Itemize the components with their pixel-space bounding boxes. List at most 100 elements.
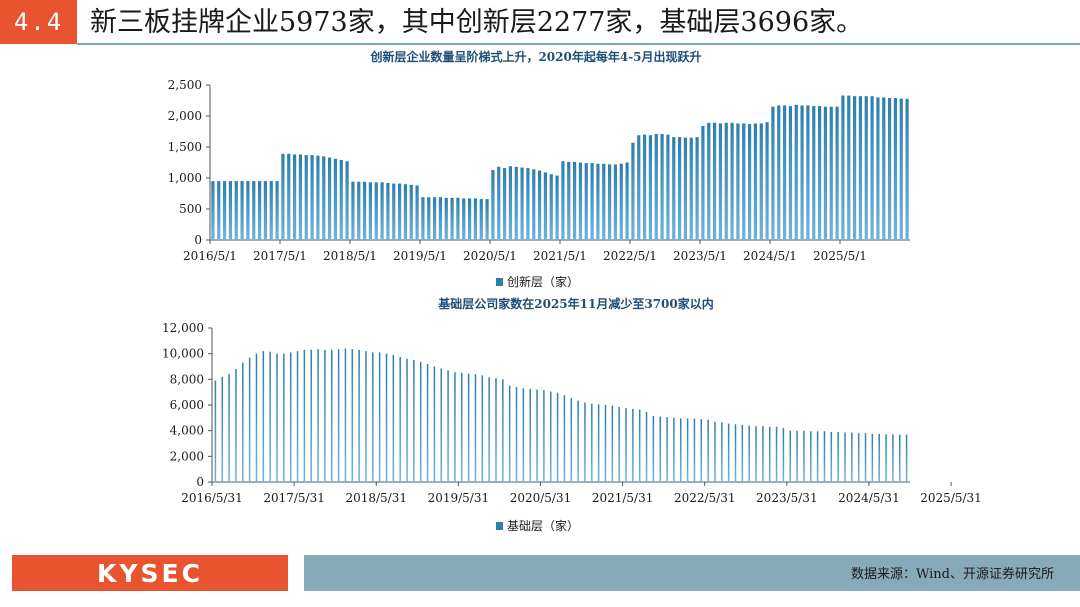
data-bar: [789, 430, 791, 482]
data-bar: [898, 434, 901, 482]
data-bar: [724, 122, 728, 240]
data-bar: [727, 423, 730, 482]
data-bar: [851, 432, 853, 482]
data-bar: [234, 181, 238, 240]
data-bar: [303, 349, 306, 482]
data-bar: [248, 357, 251, 482]
data-bar: [852, 96, 857, 240]
data-bar: [351, 181, 355, 240]
data-bar: [858, 96, 863, 240]
data-bar: [438, 197, 443, 240]
data-bar: [596, 163, 600, 240]
y-tick-label: 6,000: [170, 398, 204, 412]
x-tick-label: 2020/5/31: [510, 491, 572, 505]
data-bar: [374, 182, 378, 240]
data-bar: [365, 351, 367, 482]
data-bar: [837, 431, 839, 482]
y-tick-label: 0: [196, 475, 204, 489]
data-bar: [748, 425, 750, 482]
data-bar: [734, 424, 737, 482]
data-bar: [823, 431, 826, 482]
data-bar: [532, 169, 536, 240]
data-bar: [473, 198, 478, 240]
data-bar: [406, 358, 408, 482]
data-bar: [857, 433, 860, 482]
data-bar: [479, 199, 483, 240]
data-bar: [830, 431, 833, 482]
data-bar: [718, 123, 723, 240]
data-bar: [892, 434, 894, 482]
data-bar: [461, 372, 463, 482]
data-bar: [276, 353, 278, 482]
data-bar: [878, 433, 880, 483]
data-bar: [304, 155, 308, 240]
data-bar: [362, 181, 367, 240]
x-tick-label: 2019/5/1: [393, 249, 447, 263]
data-bar: [310, 349, 312, 482]
data-bar: [281, 153, 285, 240]
data-bar: [563, 395, 566, 483]
data-bar: [415, 185, 419, 240]
data-bar: [841, 95, 845, 240]
data-bar: [298, 154, 303, 240]
data-bar: [707, 419, 709, 482]
y-tick-label: 0: [194, 233, 202, 247]
data-bar: [847, 95, 851, 240]
data-bar: [882, 97, 886, 241]
data-bar: [485, 199, 489, 240]
data-bar: [693, 418, 696, 482]
data-bar: [543, 172, 548, 240]
data-bar: [638, 409, 641, 482]
legend-swatch: [496, 278, 503, 286]
data-bar: [652, 415, 655, 482]
y-tick-label: 8,000: [170, 372, 204, 386]
data-bar: [666, 417, 668, 482]
data-bar: [380, 182, 384, 240]
data-bar: [625, 162, 629, 240]
data-bar: [502, 379, 504, 482]
data-bar: [537, 170, 542, 240]
charts-canvas: 创新层企业数量呈阶梯式上升，2020年起每年4-5月出现跃升 0 500 1,000 1…: [162, 49, 982, 533]
data-source-note: 数据来源：Wind、开源证券研究所: [851, 567, 1054, 582]
data-bar: [812, 106, 816, 240]
data-bar: [529, 388, 531, 482]
data-bar: [796, 430, 798, 482]
data-bar: [351, 349, 354, 482]
data-bar: [645, 412, 648, 482]
data-bar: [810, 431, 812, 482]
data-bar: [392, 183, 396, 240]
x-tick-label: 2019/5/31: [428, 491, 490, 505]
data-bar: [221, 376, 224, 482]
legend-label: 基础层（家）: [507, 518, 579, 533]
data-bar: [421, 197, 425, 240]
data-bar: [631, 142, 635, 240]
data-bar: [755, 426, 757, 482]
data-bar: [222, 181, 227, 240]
data-bar: [648, 135, 653, 240]
data-bar: [707, 122, 711, 240]
data-bar: [742, 123, 746, 240]
data-bar: [570, 397, 573, 482]
data-bar: [714, 421, 716, 482]
x-tick-label: 2022/5/1: [603, 249, 657, 263]
x-tick-label: 2024/5/1: [743, 249, 797, 263]
data-bar: [269, 181, 273, 240]
data-bar: [817, 106, 822, 240]
data-bar: [333, 158, 338, 240]
data-bar: [345, 161, 349, 240]
data-bar: [835, 106, 839, 240]
data-bar: [771, 106, 775, 240]
data-bar: [555, 175, 559, 240]
data-bar: [701, 125, 705, 240]
data-bar: [433, 366, 436, 482]
data-bar: [887, 98, 892, 241]
data-bar: [257, 181, 262, 240]
footer-band: 数据来源：Wind、开源证券研究所: [304, 555, 1080, 591]
data-bar: [526, 168, 530, 240]
y-tick-label: 2,500: [168, 78, 202, 92]
data-bar: [683, 137, 688, 240]
legend-label: 创新层（家）: [507, 274, 579, 289]
data-bar: [829, 106, 833, 240]
data-bar: [730, 122, 734, 240]
data-bar: [765, 122, 769, 240]
